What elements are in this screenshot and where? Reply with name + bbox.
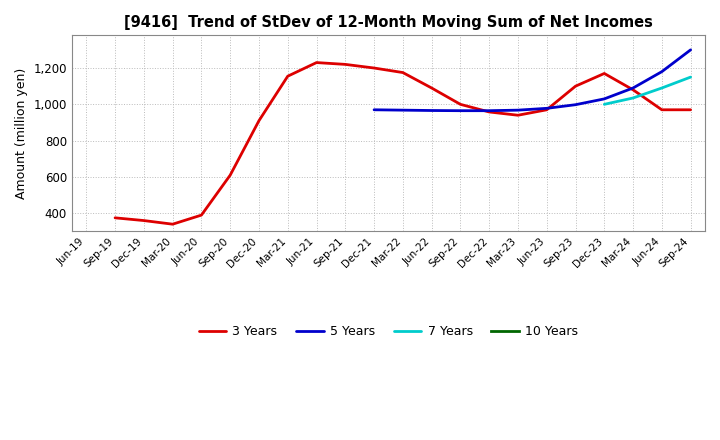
- 3 Years: [456, 102, 464, 107]
- 5 Years: [686, 47, 695, 52]
- 3 Years: [255, 118, 264, 123]
- 7 Years: [600, 102, 608, 107]
- 7 Years: [629, 95, 637, 101]
- 3 Years: [284, 73, 292, 79]
- 3 Years: [686, 107, 695, 113]
- 5 Years: [399, 107, 408, 113]
- 3 Years: [399, 70, 408, 75]
- 3 Years: [197, 213, 206, 218]
- 3 Years: [571, 84, 580, 89]
- 3 Years: [226, 172, 235, 178]
- 3 Years: [600, 71, 608, 76]
- 5 Years: [456, 108, 464, 114]
- Y-axis label: Amount (million yen): Amount (million yen): [15, 68, 28, 199]
- 3 Years: [341, 62, 350, 67]
- Title: [9416]  Trend of StDev of 12-Month Moving Sum of Net Incomes: [9416] Trend of StDev of 12-Month Moving…: [124, 15, 653, 30]
- 5 Years: [571, 102, 580, 107]
- 3 Years: [629, 87, 637, 92]
- 3 Years: [168, 222, 177, 227]
- 3 Years: [542, 107, 551, 113]
- Legend: 3 Years, 5 Years, 7 Years, 10 Years: 3 Years, 5 Years, 7 Years, 10 Years: [194, 320, 583, 343]
- 3 Years: [370, 66, 379, 71]
- 3 Years: [111, 215, 120, 220]
- 3 Years: [312, 60, 321, 65]
- 3 Years: [657, 107, 666, 113]
- 7 Years: [657, 85, 666, 91]
- 3 Years: [427, 85, 436, 91]
- 5 Years: [629, 85, 637, 91]
- 3 Years: [485, 109, 493, 114]
- Line: 5 Years: 5 Years: [374, 50, 690, 111]
- 5 Years: [542, 106, 551, 111]
- 5 Years: [657, 69, 666, 74]
- Line: 7 Years: 7 Years: [604, 77, 690, 104]
- 3 Years: [513, 113, 522, 118]
- Line: 3 Years: 3 Years: [115, 62, 690, 224]
- 5 Years: [513, 107, 522, 113]
- 7 Years: [686, 74, 695, 80]
- 3 Years: [140, 218, 148, 223]
- 5 Years: [600, 96, 608, 102]
- 5 Years: [427, 108, 436, 113]
- 5 Years: [485, 108, 493, 114]
- 5 Years: [370, 107, 379, 113]
